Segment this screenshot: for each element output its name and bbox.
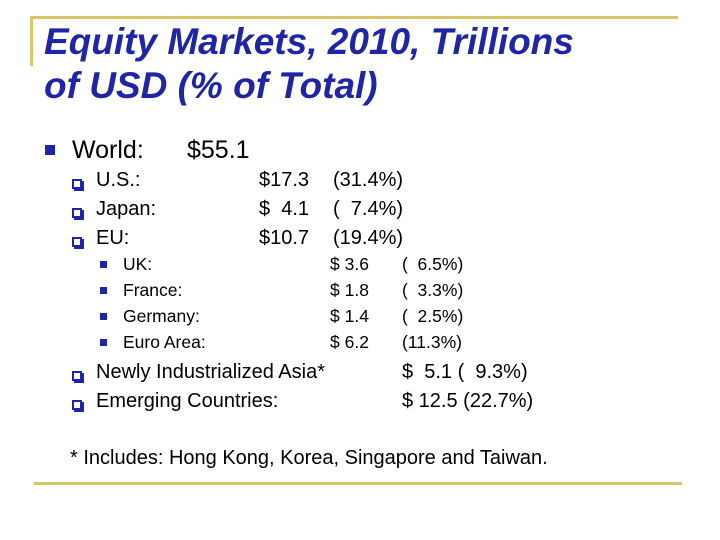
hollow-square-bullet-icon	[72, 208, 82, 218]
country-value-france: $ 1.8	[330, 280, 369, 300]
region-label-eu: EU:	[96, 227, 130, 249]
square-bullet-icon	[100, 313, 107, 320]
country-label-uk: UK:	[123, 254, 153, 274]
world-value: $55.1	[187, 136, 250, 164]
hollow-square-bullet-icon	[72, 400, 82, 410]
other-label-nia: Newly Industrialized Asia*	[96, 361, 325, 383]
country-pct-germany: ( 2.5%)	[402, 306, 464, 326]
world-label: World:	[72, 136, 144, 164]
hollow-square-bullet-icon	[72, 371, 82, 381]
bottom-rule	[34, 482, 682, 485]
top-rule	[30, 16, 678, 19]
country-label-germany: Germany:	[123, 306, 200, 326]
region-value-eu: $10.7	[259, 227, 310, 249]
country-label-france: France:	[123, 280, 183, 300]
slide-title: Equity Markets, 2010, Trillions of USD (…	[44, 20, 574, 108]
region-value-japan: $ 4.1	[259, 198, 310, 220]
country-label-euro-area: Euro Area:	[123, 332, 206, 352]
title-line-1: Equity Markets, 2010, Trillions	[44, 21, 574, 62]
region-label-japan: Japan:	[96, 198, 157, 220]
country-value-germany: $ 1.4	[330, 306, 369, 326]
region-pct-us: (31.4%)	[333, 169, 404, 191]
other-value-nia: $ 5.1 ( 9.3%)	[402, 361, 528, 383]
other-value-emerging: $ 12.5 (22.7%)	[402, 390, 534, 412]
title-line-2: of USD (% of Total)	[44, 65, 378, 106]
hollow-square-bullet-icon	[72, 237, 82, 247]
region-label-us: U.S.:	[96, 169, 141, 191]
square-bullet-icon	[45, 145, 55, 155]
footnote: * Includes: Hong Kong, Korea, Singapore …	[70, 447, 548, 469]
region-value-us: $17.3	[259, 169, 310, 191]
other-label-emerging: Emerging Countries:	[96, 390, 279, 412]
country-value-euro-area: $ 6.2	[330, 332, 369, 352]
left-rule	[30, 16, 33, 66]
country-pct-uk: ( 6.5%)	[402, 254, 464, 274]
region-pct-japan: ( 7.4%)	[333, 198, 404, 220]
square-bullet-icon	[100, 339, 107, 346]
country-value-uk: $ 3.6	[330, 254, 369, 274]
square-bullet-icon	[100, 261, 107, 268]
country-pct-france: ( 3.3%)	[402, 280, 464, 300]
country-pct-euro-area: (11.3%)	[402, 332, 462, 352]
region-pct-eu: (19.4%)	[333, 227, 404, 249]
square-bullet-icon	[100, 287, 107, 294]
hollow-square-bullet-icon	[72, 179, 82, 189]
